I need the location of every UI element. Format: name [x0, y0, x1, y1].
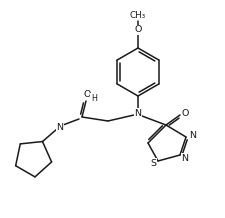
Text: N: N: [56, 123, 63, 131]
Text: H: H: [91, 94, 97, 102]
Text: O: O: [134, 26, 142, 34]
Text: S: S: [150, 158, 156, 167]
Text: CH₃: CH₃: [130, 10, 146, 19]
Text: O: O: [83, 90, 91, 99]
Text: N: N: [135, 109, 142, 118]
Text: N: N: [182, 153, 189, 162]
Text: O: O: [181, 109, 189, 118]
Text: N: N: [189, 131, 196, 140]
